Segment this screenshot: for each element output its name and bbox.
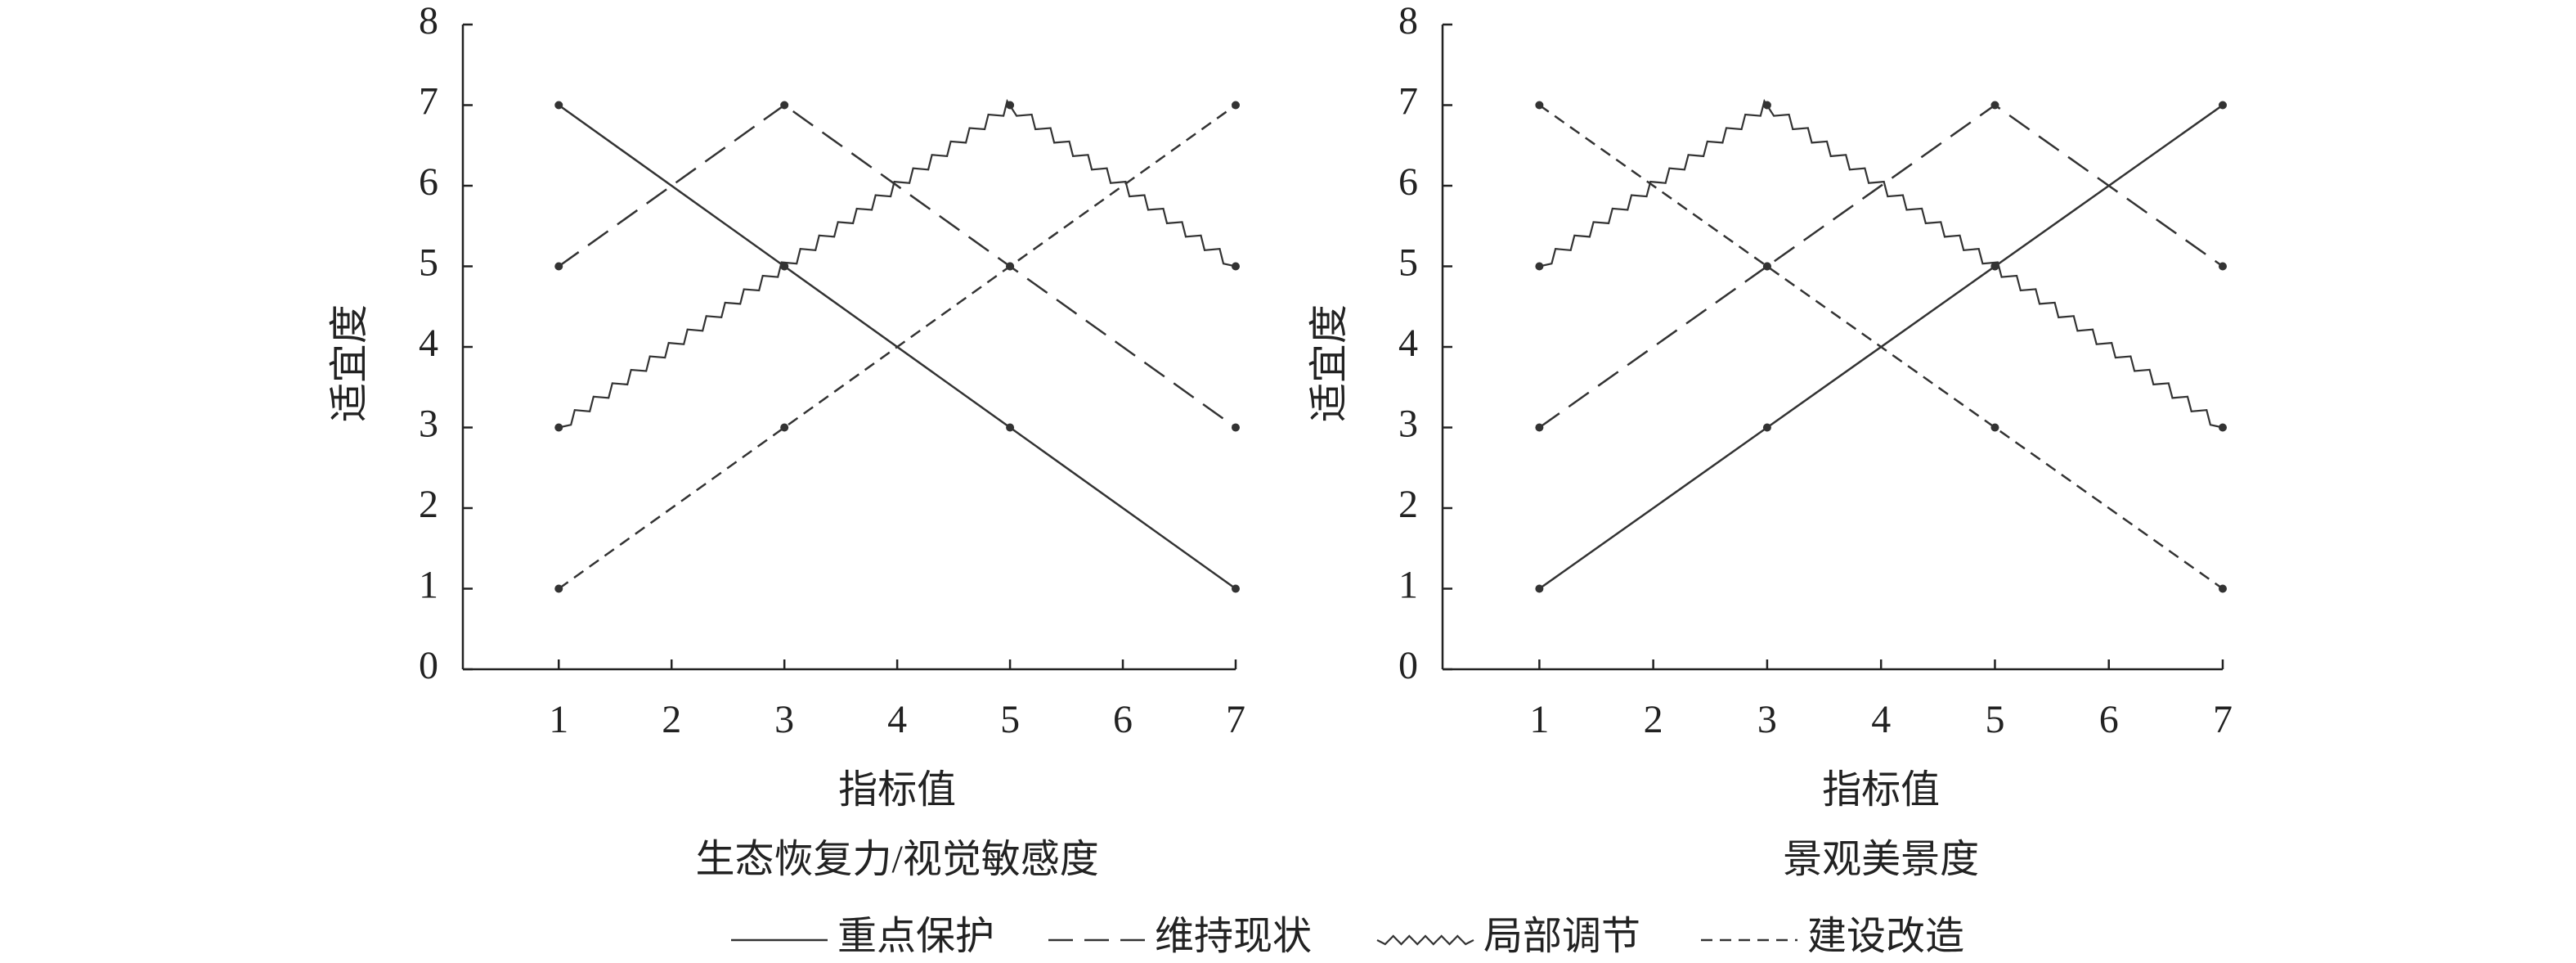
- x-tick-label: 7: [1226, 698, 1245, 741]
- x-tick-label: 4: [887, 698, 907, 741]
- x-tick-label: 1: [1529, 698, 1549, 741]
- point: [1006, 262, 1015, 271]
- y-tick-label: 8: [419, 0, 438, 43]
- series-line: [1539, 106, 2223, 428]
- y-tick-label: 0: [419, 644, 438, 687]
- point: [554, 584, 563, 593]
- series-line: [558, 104, 1236, 590]
- point: [1232, 584, 1240, 593]
- series-line: [1538, 103, 2224, 429]
- x-tick-label: 5: [1985, 698, 2004, 741]
- y-tick-label: 3: [1398, 403, 1418, 446]
- point: [1990, 423, 1999, 432]
- chart-caption: 景观美景度: [1783, 838, 1979, 881]
- point: [1762, 262, 1771, 271]
- chart-caption: 生态恢复力/视觉敏感度: [695, 838, 1098, 881]
- y-tick-label: 2: [1398, 483, 1418, 526]
- y-tick-label: 5: [419, 241, 438, 285]
- point: [780, 262, 789, 271]
- point: [1232, 423, 1240, 432]
- series-texture: [559, 98, 1236, 429]
- point: [1535, 101, 1544, 110]
- point: [1762, 101, 1771, 110]
- y-tick-label: 6: [1398, 160, 1418, 204]
- x-tick-label: 6: [2099, 698, 2119, 741]
- y-tick-label: 4: [1398, 322, 1418, 365]
- series-line: [558, 103, 1236, 429]
- point: [1535, 423, 1544, 432]
- legend-label: 维持现状: [1155, 915, 1312, 958]
- series-texture: [1539, 98, 2224, 429]
- y-tick-label: 8: [1398, 0, 1418, 43]
- legend: 重点保护 维持现状 局部调节 建设改造: [731, 915, 1964, 958]
- y-tick-label: 6: [419, 160, 438, 204]
- legend-label: 建设改造: [1807, 915, 1964, 958]
- point: [2219, 584, 2227, 593]
- y-tick-label: 0: [1398, 644, 1418, 687]
- point: [2219, 423, 2227, 432]
- x-tick-label: 5: [1000, 698, 1020, 741]
- point: [1535, 584, 1544, 593]
- point: [780, 423, 789, 432]
- x-tick-label: 7: [2213, 698, 2233, 741]
- y-tick-label: 1: [1398, 564, 1418, 607]
- legend-label: 局部调节: [1483, 915, 1640, 958]
- x-tick-label: 1: [549, 698, 568, 741]
- point: [1232, 262, 1240, 271]
- series-line: [559, 106, 1236, 428]
- point: [1990, 262, 1999, 271]
- point: [1232, 101, 1240, 110]
- y-tick-label: 5: [1398, 241, 1418, 285]
- point: [1535, 262, 1544, 271]
- y-tick-label: 7: [419, 80, 438, 124]
- point: [1006, 423, 1015, 432]
- point: [554, 262, 563, 271]
- x-tick-label: 6: [1113, 698, 1133, 741]
- y-tick-label: 1: [419, 564, 438, 607]
- x-tick-label: 2: [1644, 698, 1663, 741]
- y-axis-label: 适宜度: [328, 304, 371, 422]
- x-tick-label: 4: [1871, 698, 1891, 741]
- point: [554, 423, 563, 432]
- x-axis-label: 指标值: [1822, 768, 1940, 812]
- y-tick-label: 3: [419, 403, 438, 446]
- y-tick-label: 4: [419, 322, 438, 365]
- y-tick-label: 2: [419, 483, 438, 526]
- series-line: [1538, 104, 2224, 590]
- point: [1990, 101, 1999, 110]
- point: [1762, 423, 1771, 432]
- point: [2219, 262, 2227, 271]
- point: [780, 101, 789, 110]
- legend-label: 重点保护: [837, 915, 994, 958]
- point: [1006, 101, 1015, 110]
- x-tick-label: 3: [774, 698, 794, 741]
- y-axis-label: 适宜度: [1308, 304, 1351, 422]
- x-tick-label: 3: [1757, 698, 1777, 741]
- y-tick-label: 7: [1398, 80, 1418, 124]
- x-tick-label: 2: [662, 698, 681, 741]
- legend-swatch: [1376, 934, 1474, 946]
- point: [554, 101, 563, 110]
- point: [2219, 101, 2227, 110]
- x-axis-label: 指标值: [838, 768, 956, 812]
